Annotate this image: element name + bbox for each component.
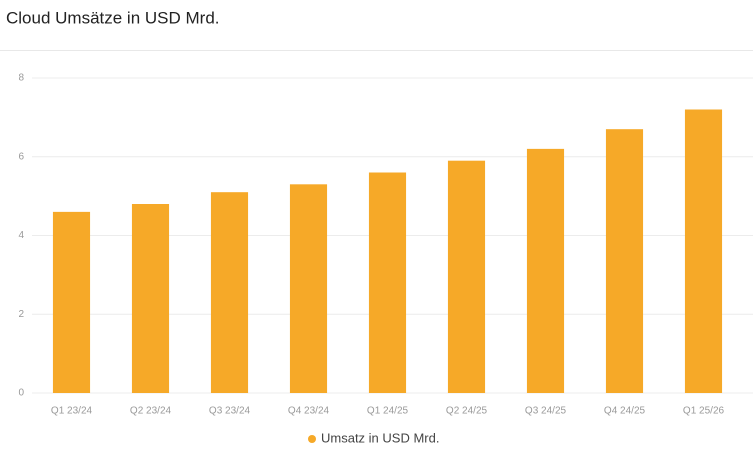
bar <box>368 172 407 393</box>
x-tick-label: Q2 24/25 <box>446 406 488 417</box>
y-tick-label: 8 <box>18 73 24 84</box>
chart-title: Cloud Umsätze in USD Mrd. <box>6 8 220 27</box>
x-tick-label: Q1 23/24 <box>51 406 93 417</box>
bar <box>605 129 644 393</box>
bar <box>447 160 486 393</box>
bar <box>526 148 565 393</box>
y-tick-label: 0 <box>18 388 24 399</box>
x-tick-label: Q1 24/25 <box>367 406 409 417</box>
x-tick-label: Q2 23/24 <box>130 406 172 417</box>
y-tick-label: 2 <box>18 309 24 320</box>
bar <box>210 192 249 393</box>
bar <box>289 184 328 393</box>
y-tick-label: 6 <box>18 151 24 162</box>
legend-marker <box>308 435 316 443</box>
bar <box>684 109 723 393</box>
x-tick-label: Q3 24/25 <box>525 406 567 417</box>
x-tick-label: Q4 24/25 <box>604 406 646 417</box>
bar <box>131 204 170 393</box>
x-tick-label: Q4 23/24 <box>288 406 330 417</box>
legend-label: Umsatz in USD Mrd. <box>321 430 439 445</box>
y-tick-label: 4 <box>18 230 24 241</box>
x-tick-label: Q1 25/26 <box>683 406 725 417</box>
x-tick-label: Q3 23/24 <box>209 406 251 417</box>
bar <box>52 211 91 393</box>
